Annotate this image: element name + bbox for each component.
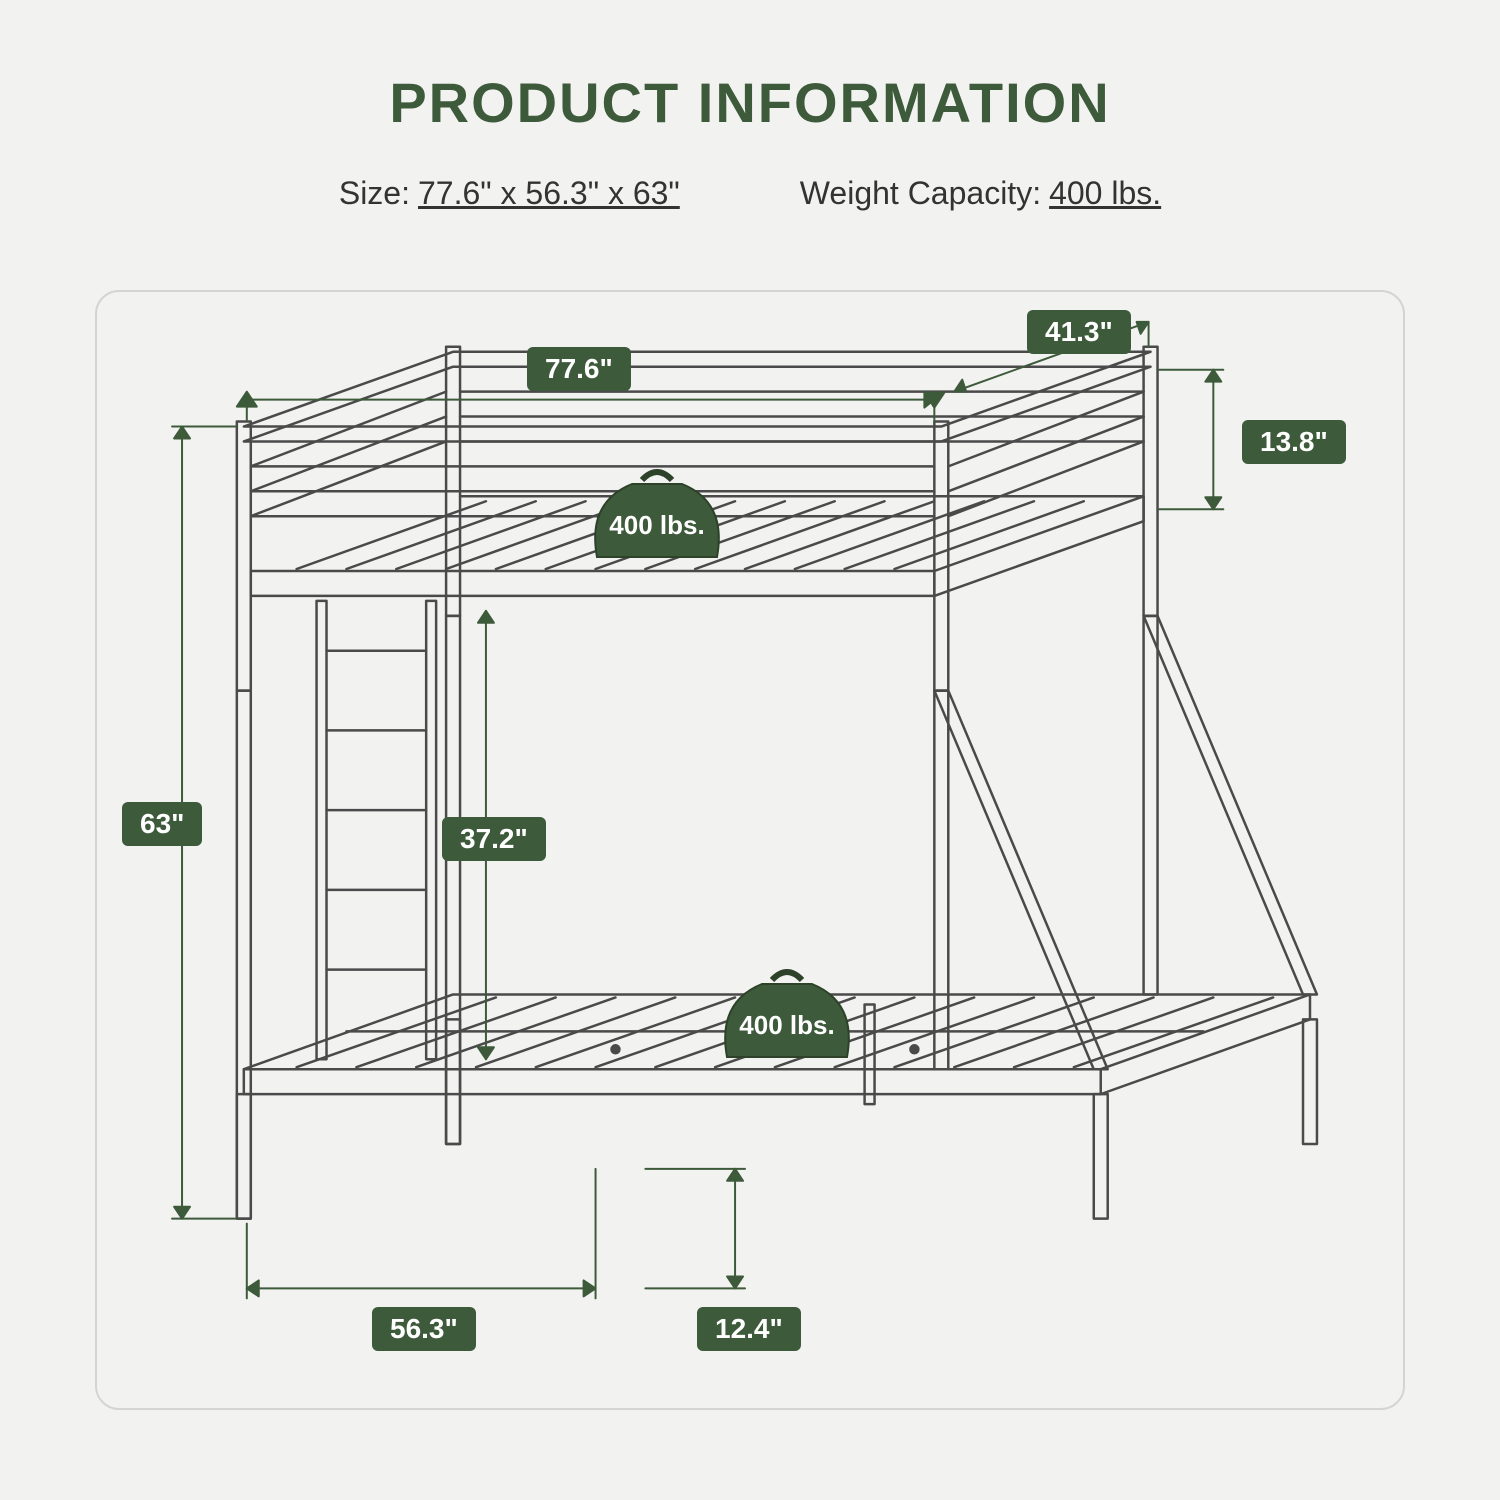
dim-top-width: 41.3" xyxy=(1027,310,1131,354)
weight-spec: Weight Capacity: 400 lbs. xyxy=(800,175,1161,212)
size-value: 77.6" x 56.3" x 63" xyxy=(418,175,680,212)
dim-rail-height: 13.8" xyxy=(1242,420,1346,464)
weight-bag-bottom: 400 lbs. xyxy=(707,962,867,1062)
dim-under-height: 37.2" xyxy=(442,817,546,861)
page-title: PRODUCT INFORMATION xyxy=(0,0,1500,135)
size-label: Size: xyxy=(339,175,410,212)
size-spec: Size: 77.6" x 56.3" x 63" xyxy=(339,175,680,212)
dim-leg-height: 12.4" xyxy=(697,1307,801,1351)
dim-overall-height: 63" xyxy=(122,802,202,846)
weight-bag-top: 400 lbs. xyxy=(577,462,737,562)
dim-top-length: 77.6" xyxy=(527,347,631,391)
dim-bottom-width: 56.3" xyxy=(372,1307,476,1351)
weight-bottom-text: 400 lbs. xyxy=(707,1010,867,1041)
weight-label: Weight Capacity: xyxy=(800,175,1041,212)
diagram-container: 77.6" 41.3" 13.8" 63" 37.2" 56.3" 12.4" … xyxy=(95,290,1405,1410)
weight-top-text: 400 lbs. xyxy=(577,510,737,541)
weight-value: 400 lbs. xyxy=(1049,175,1161,212)
bunk-bed-diagram xyxy=(97,292,1403,1408)
spec-row: Size: 77.6" x 56.3" x 63" Weight Capacit… xyxy=(0,175,1500,212)
